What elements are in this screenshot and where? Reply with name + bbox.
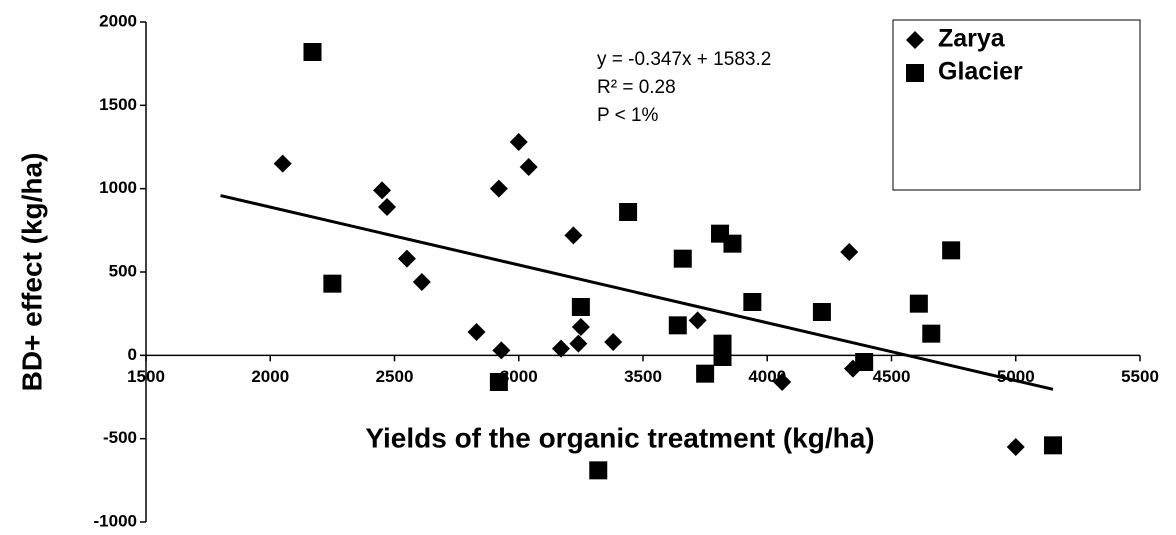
legend-box [892, 19, 1141, 191]
point [723, 234, 742, 253]
point [551, 339, 570, 358]
equation: y = -0.347x + 1583.2 [597, 49, 771, 70]
point [743, 293, 762, 311]
legend-marker [906, 64, 924, 82]
point [1044, 436, 1063, 455]
point [909, 294, 928, 313]
point [619, 203, 638, 221]
point [571, 298, 590, 316]
point [773, 373, 792, 391]
point [323, 274, 342, 293]
point [673, 249, 692, 268]
y-tick-label: 1500 [99, 95, 137, 114]
point [273, 154, 292, 173]
point [922, 324, 941, 343]
point [519, 158, 538, 176]
point [467, 323, 486, 341]
point [489, 179, 508, 198]
point [855, 353, 874, 371]
legend-marker [906, 31, 924, 49]
point [604, 333, 623, 351]
point [373, 181, 392, 200]
x-tick-label: 5000 [997, 367, 1035, 386]
point [303, 43, 322, 61]
y-tick-label: -500 [103, 428, 137, 447]
y-tick-label: 500 [109, 261, 137, 280]
y-tick-label: 2000 [99, 11, 137, 30]
point [1006, 438, 1025, 456]
x-tick-label: 2000 [251, 367, 289, 386]
point [489, 373, 508, 391]
point [713, 348, 732, 366]
point [589, 461, 608, 480]
point [840, 243, 859, 261]
x-tick-label: 5500 [1121, 367, 1159, 386]
y-tick-label: 1000 [99, 178, 137, 197]
point [688, 311, 707, 330]
point [564, 226, 583, 245]
point [696, 364, 715, 383]
x-tick-label: 2500 [376, 367, 414, 386]
r-squared: R² = 0.28 [597, 77, 676, 98]
y-tick-label: -1000 [94, 511, 137, 530]
trendline [220, 194, 1054, 391]
point [569, 334, 588, 353]
point [397, 249, 416, 268]
point [942, 241, 961, 260]
legend-label: Glacier [938, 58, 1023, 86]
y-axis-title: BD+ effect (kg/ha) [16, 153, 47, 392]
x-tick-label: 3000 [500, 367, 538, 386]
point [378, 198, 397, 216]
point [509, 133, 528, 151]
point [492, 341, 511, 360]
x-tick-label: 3500 [624, 367, 662, 386]
y-tick-label: 0 [128, 345, 137, 364]
x-tick-label: 1500 [127, 367, 165, 386]
legend-label: Zarya [938, 25, 1006, 53]
p-value: P < 1% [597, 105, 659, 126]
x-tick-label: 4500 [873, 367, 911, 386]
point [668, 316, 687, 335]
x-axis-title: Yields of the organic treatment (kg/ha) [365, 422, 874, 453]
point [571, 318, 590, 336]
point [812, 303, 831, 321]
point [412, 273, 431, 291]
